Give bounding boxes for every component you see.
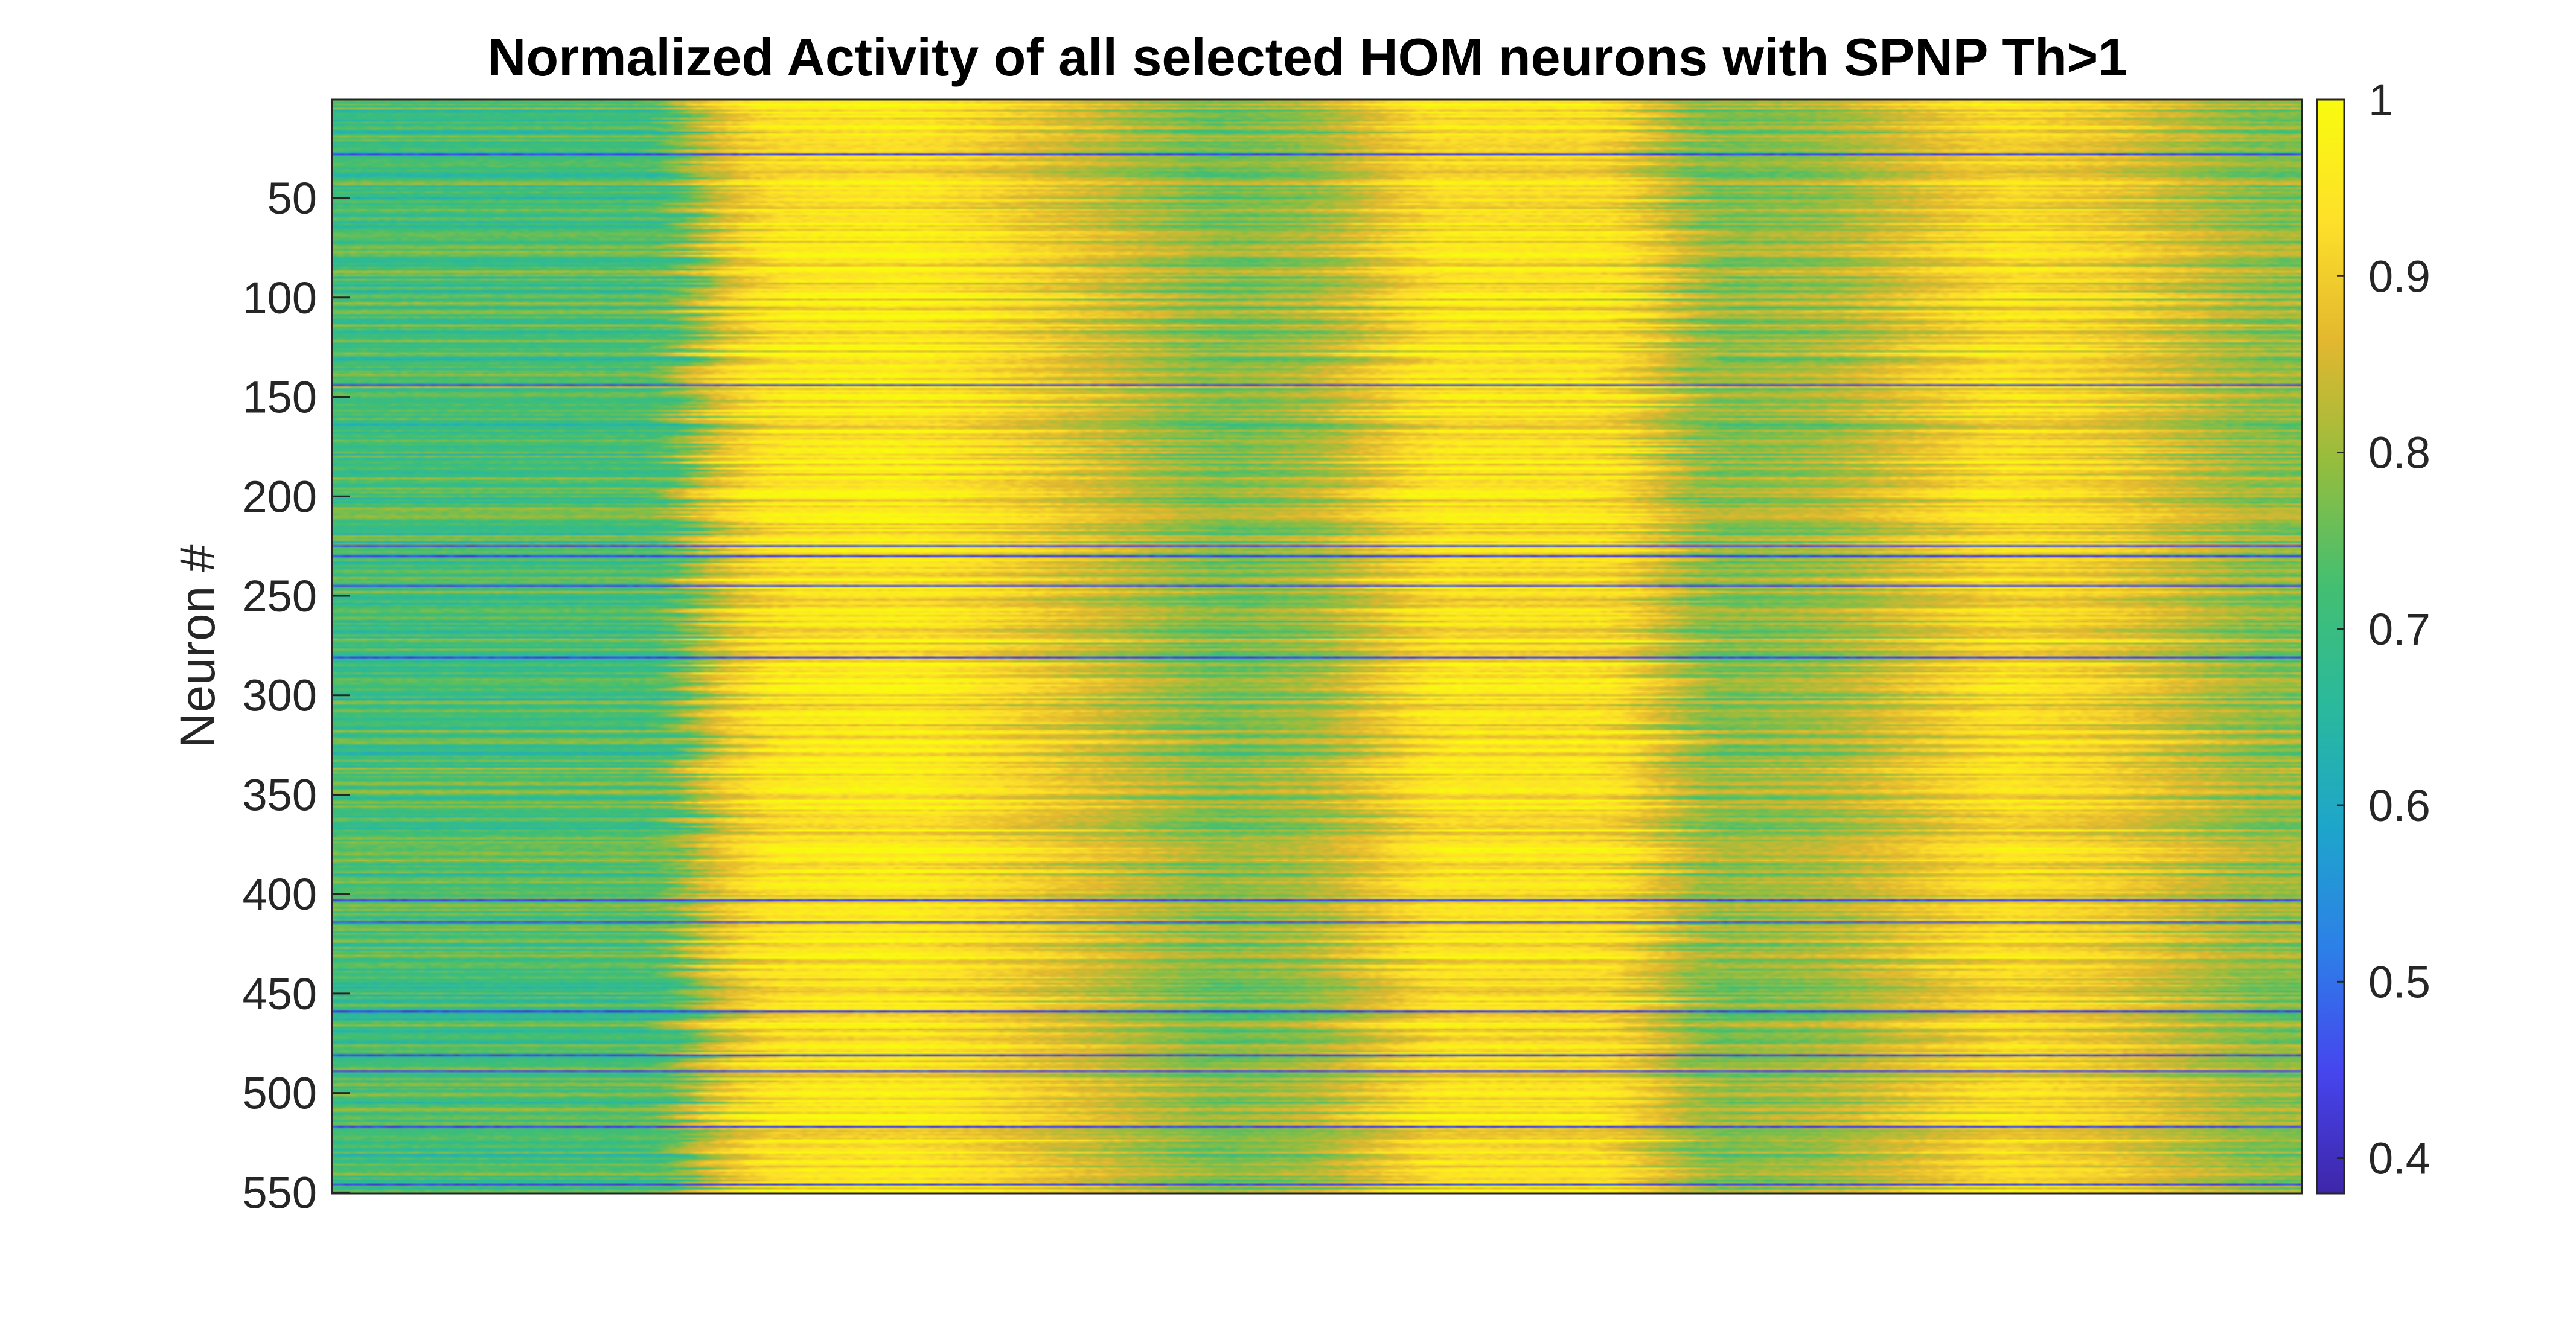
colorbar-tick-label: 0.4 [2368, 1134, 2431, 1184]
colorbar-tick-label: 0.7 [2368, 604, 2431, 654]
y-tick-label: 100 [243, 273, 317, 323]
colorbar: 0.4 0.5 0.6 0.7 0.8 0.9 1 [2316, 75, 2431, 1195]
y-tick-label: 300 [243, 671, 317, 721]
y-tick-label: 200 [243, 471, 317, 522]
colorbar-tick-label: 0.5 [2368, 957, 2431, 1007]
colorbar-tick-label: 0.8 [2368, 428, 2431, 478]
heatmap-cells [332, 100, 2302, 1193]
colorbar-tick-label: 1 [2368, 75, 2393, 125]
y-tick-label: 350 [243, 770, 317, 820]
y-tick-label: 150 [243, 372, 317, 423]
colorbar-ticks: 0.4 0.5 0.6 0.7 0.8 0.9 1 [2337, 75, 2431, 1184]
heatmap-plot-area [331, 98, 2303, 1195]
y-tick-label: 400 [243, 869, 317, 919]
y-tick-label: 250 [243, 571, 317, 621]
plot-box [331, 98, 2303, 1195]
y-tick-label: 450 [243, 969, 317, 1019]
chart-title: Normalized Activity of all selected HOM … [488, 27, 2127, 87]
y-tick-label: 500 [243, 1068, 317, 1119]
colorbar-tick-label: 0.9 [2368, 251, 2431, 301]
y-tick-label: 550 [243, 1167, 317, 1218]
y-axis-label: Neuron # [170, 544, 225, 749]
colorbar-gradient [2316, 98, 2345, 1195]
y-tick-label: 50 [267, 173, 317, 223]
colorbar-tick-label: 0.6 [2368, 781, 2431, 831]
y-axis-ticks: 50 100 150 200 250 300 350 400 450 500 550 [243, 173, 350, 1218]
